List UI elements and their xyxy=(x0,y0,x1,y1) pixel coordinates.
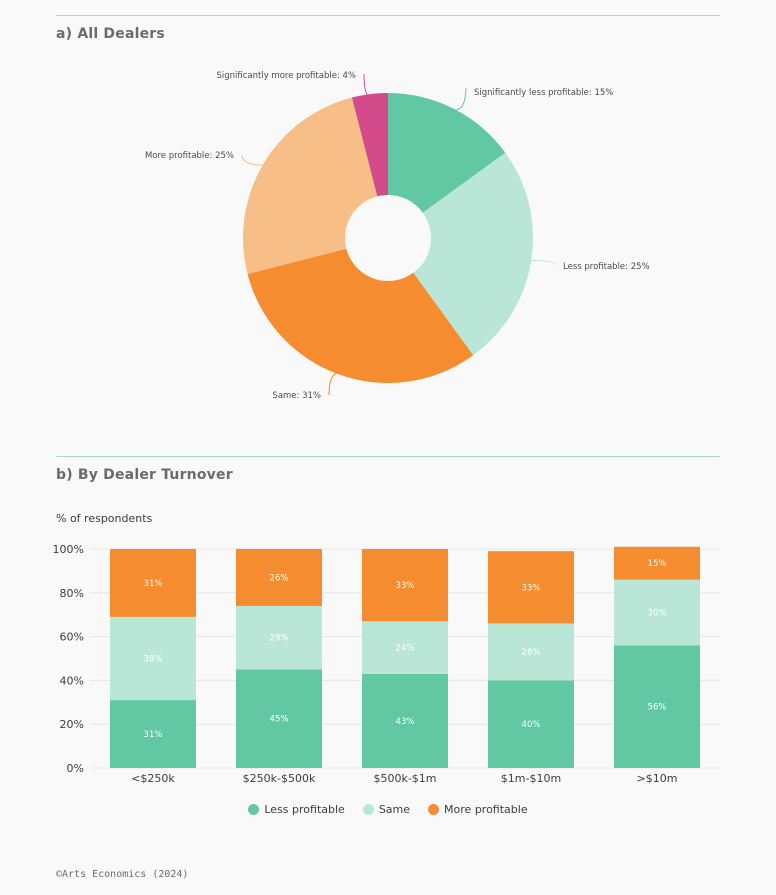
bar-value-label: 31% xyxy=(144,730,163,740)
bar-value-label: 26% xyxy=(522,648,541,658)
bar-value-label: 33% xyxy=(522,583,541,593)
legend-item-more: More profitable xyxy=(428,803,528,816)
bar-segment-less-profitable xyxy=(236,669,322,768)
bar-value-label: 45% xyxy=(270,715,289,725)
pie-leader-line-same xyxy=(328,372,340,396)
legend-swatch-less xyxy=(248,804,260,815)
bar-segment-same xyxy=(236,605,322,670)
pie-leader-line-significantly-more-profitable xyxy=(363,73,371,97)
bar-value-label: 56% xyxy=(648,703,667,713)
bar-value-label: 43% xyxy=(396,717,415,727)
legend-label-more: More profitable xyxy=(444,803,528,816)
pie-slice-less-profitable xyxy=(413,152,533,356)
legend-label-same: Same xyxy=(378,803,411,816)
x-tick-label: <$250k xyxy=(131,772,175,785)
legend-item-less: Less profitable xyxy=(248,803,345,816)
pie-leader-line-significantly-less-profitable xyxy=(452,87,467,112)
chart-legend: Less profitable Same More profitable xyxy=(0,803,776,816)
bar-value-label: 24% xyxy=(396,644,415,654)
y-tick-label: 80% xyxy=(60,587,84,600)
bar-segment-less-profitable xyxy=(110,700,196,768)
bar-segment-more-profitable xyxy=(488,551,574,624)
bar-value-label: 26% xyxy=(270,573,289,583)
bar-segment-same xyxy=(488,623,574,681)
pie-leader-line-less-profitable xyxy=(529,259,556,266)
pie-slice-more-profitable xyxy=(242,97,378,275)
section-b-title: b) By Dealer Turnover xyxy=(56,467,233,483)
bar-segment-less-profitable xyxy=(488,680,574,768)
bar-value-label: 31% xyxy=(144,579,163,589)
x-tick-label: >$10m xyxy=(637,772,678,785)
x-tick-label: $500k-$1m xyxy=(373,772,436,785)
bar-value-label: 15% xyxy=(648,559,667,569)
y-tick-label: 40% xyxy=(60,674,84,687)
top-divider xyxy=(56,15,720,16)
bar-value-label: 33% xyxy=(396,581,415,591)
legend-swatch-same xyxy=(362,804,374,815)
bar-value-label: 40% xyxy=(522,720,541,730)
section-a-title: a) All Dealers xyxy=(56,26,165,42)
x-tick-label: $1m-$10m xyxy=(501,772,561,785)
x-tick-label: $250k-$500k xyxy=(243,772,316,785)
bar-segment-more-profitable xyxy=(362,549,448,622)
legend-label-less: Less profitable xyxy=(264,803,345,816)
bar-value-label: 30% xyxy=(648,609,667,619)
bar-segment-less-profitable xyxy=(614,645,700,768)
bar-segment-same xyxy=(614,579,700,646)
pie-slice-same xyxy=(247,248,474,384)
y-axis-label: % of respondents xyxy=(56,512,153,525)
pie-label-more-profitable: More profitable: 25% xyxy=(145,151,234,161)
y-tick-label: 60% xyxy=(60,631,84,644)
pie-label-significantly-more-profitable: Significantly more profitable: 4% xyxy=(216,71,356,81)
bar-segment-same xyxy=(362,621,448,674)
bar-segment-more-profitable xyxy=(614,546,700,580)
bar-value-label: 29% xyxy=(270,634,289,644)
y-tick-label: 100% xyxy=(53,543,84,556)
bar-segment-more-profitable xyxy=(236,549,322,606)
donut-chart: Significantly less profitable: 15% Less p… xyxy=(145,71,650,401)
copyright-credit: ©Arts Economics (2024) xyxy=(56,869,189,880)
legend-item-same: Same xyxy=(362,803,411,816)
bar-segment-less-profitable xyxy=(362,673,448,768)
y-tick-label: 20% xyxy=(60,718,84,731)
bar-value-label: 38% xyxy=(144,655,163,665)
pie-label-less-profitable: Less profitable: 25% xyxy=(563,262,650,272)
bar-segment-same xyxy=(110,616,196,701)
pie-slice-significantly-more-profitable xyxy=(351,93,388,197)
pie-leader-line-more-profitable xyxy=(241,154,265,166)
middle-divider xyxy=(56,456,720,457)
bar-segment-more-profitable xyxy=(110,549,196,617)
pie-slice-significantly-less-profitable xyxy=(388,93,506,213)
y-tick-label: 0% xyxy=(67,762,84,775)
legend-swatch-more xyxy=(428,804,440,815)
pie-label-same: Same: 31% xyxy=(272,391,321,401)
pie-label-significantly-less-profitable: Significantly less profitable: 15% xyxy=(474,88,613,98)
